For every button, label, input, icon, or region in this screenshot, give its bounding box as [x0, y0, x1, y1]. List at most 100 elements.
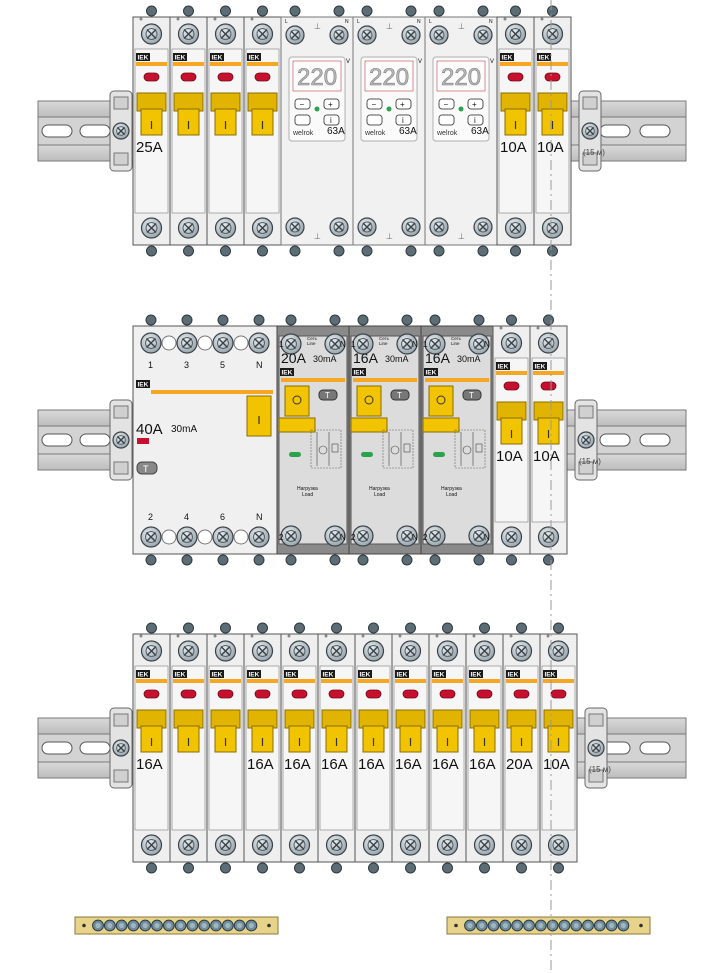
contact-pin	[294, 622, 305, 634]
busbar-screw-icon	[186, 919, 199, 932]
relay-rating: 63A	[327, 126, 345, 137]
iek-logo: IEK	[537, 53, 551, 62]
unit-V: V	[346, 59, 350, 65]
terminal-1: 1	[279, 340, 284, 349]
terminal-2: 2	[351, 533, 356, 542]
iek-logo-text: IEK	[138, 672, 149, 679]
iek-logo-text: IEK	[138, 55, 149, 62]
contact-pin	[289, 5, 301, 17]
orange-strip	[247, 679, 278, 683]
iek-logo-text: IEK	[498, 364, 509, 371]
contact-pin	[220, 245, 231, 257]
iek-logo-text: IEK	[434, 672, 445, 679]
screw-terminal-icon	[468, 525, 490, 547]
screw-terminal-icon	[436, 834, 459, 856]
iek-logo-text: IEK	[508, 672, 519, 679]
screw-terminal-icon	[537, 332, 560, 354]
menu-button	[438, 114, 455, 126]
screw-terminal-icon	[547, 834, 570, 856]
screw-terminal-icon	[473, 25, 493, 45]
contact-pin	[257, 5, 268, 17]
blank-terminal	[161, 335, 177, 351]
contact-pin	[331, 622, 342, 634]
earth-symbol: ⊥	[314, 232, 321, 241]
blank-terminal	[197, 335, 213, 351]
contact-pin	[516, 622, 527, 634]
contact-pin	[220, 5, 231, 17]
rail-end-stop-icon	[584, 707, 608, 789]
trip-indicator	[550, 689, 567, 699]
orange-strip	[353, 378, 417, 382]
toggle-top	[506, 709, 537, 729]
line-label: Line	[379, 341, 388, 346]
rating-label: 20A	[506, 756, 533, 773]
contact-pin	[473, 554, 485, 566]
terminal-N: N	[412, 533, 418, 542]
load-label: Load	[446, 492, 457, 498]
screw-terminal-icon	[357, 25, 377, 45]
trip-indicator	[217, 72, 234, 82]
iek-logo: IEK	[136, 380, 150, 389]
iek-logo: IEK	[352, 368, 366, 377]
busbar-screw-icon	[475, 919, 488, 932]
contact-pin	[329, 314, 341, 326]
test-glyph: T	[397, 391, 402, 400]
contact-pin	[331, 862, 342, 874]
toggle-top	[496, 401, 527, 421]
test-button-icon	[390, 389, 410, 401]
neutral-busbar	[74, 916, 279, 935]
rail-slot	[79, 433, 111, 447]
screw-terminal-icon	[251, 23, 274, 45]
orange-strip	[173, 679, 204, 683]
info-glyph: i	[402, 116, 404, 125]
iek-logo: IEK	[136, 670, 150, 679]
rail-slot	[41, 433, 73, 447]
busbar-screw-icon	[162, 919, 175, 932]
voltage-readout: 220	[441, 64, 481, 91]
trip-indicator	[476, 689, 493, 699]
wiring-schematic-icon	[454, 429, 486, 469]
relay-rating: 63A	[399, 126, 417, 137]
screw-terminal-icon	[280, 525, 302, 547]
terminal-N: N	[345, 19, 349, 25]
rail-slot	[79, 124, 111, 138]
rating-label: 10A	[496, 448, 523, 465]
iek-logo-text: IEK	[502, 55, 513, 62]
trip-indicator	[180, 689, 197, 699]
rail-slot	[639, 433, 671, 447]
contact-pin	[361, 5, 373, 17]
rail-slot	[639, 124, 671, 138]
busbar-screw-icon	[511, 919, 524, 932]
iek-logo: IEK	[506, 670, 520, 679]
iek-logo-text: IEK	[175, 55, 186, 62]
screw-terminal-icon	[214, 834, 237, 856]
screw-terminal-icon	[329, 217, 349, 237]
contact-pin	[401, 314, 413, 326]
line-label: Сеть	[379, 336, 390, 341]
busbar-screw-icon	[198, 919, 211, 932]
busbar-screw-icon	[523, 919, 535, 932]
orange-strip	[533, 371, 564, 375]
mount-hole	[267, 923, 271, 928]
iek-logo-text: IEK	[212, 672, 223, 679]
rating-label: 16A	[321, 756, 348, 773]
iek-logo-text: IEK	[426, 370, 437, 377]
screw-terminal-icon	[248, 332, 270, 354]
iek-logo: IEK	[173, 53, 187, 62]
circuit-breaker: IEK 10A	[492, 314, 531, 566]
orange-strip	[247, 62, 278, 66]
load-label: Load	[374, 492, 385, 498]
orange-strip	[136, 62, 167, 66]
screw-terminal-icon	[329, 25, 349, 45]
plus-glyph: +	[328, 100, 333, 109]
iek-logo: IEK	[280, 368, 294, 377]
circuit-breaker: IEK 25A	[132, 5, 171, 257]
rcbo-leakage: 30mA	[171, 424, 197, 435]
screw-terminal-icon	[177, 23, 200, 45]
screw-terminal-icon	[429, 25, 449, 45]
iek-logo: IEK	[424, 368, 438, 377]
contact-pin	[289, 245, 301, 257]
orange-strip	[136, 679, 167, 683]
screw-terminal-icon	[324, 333, 346, 355]
